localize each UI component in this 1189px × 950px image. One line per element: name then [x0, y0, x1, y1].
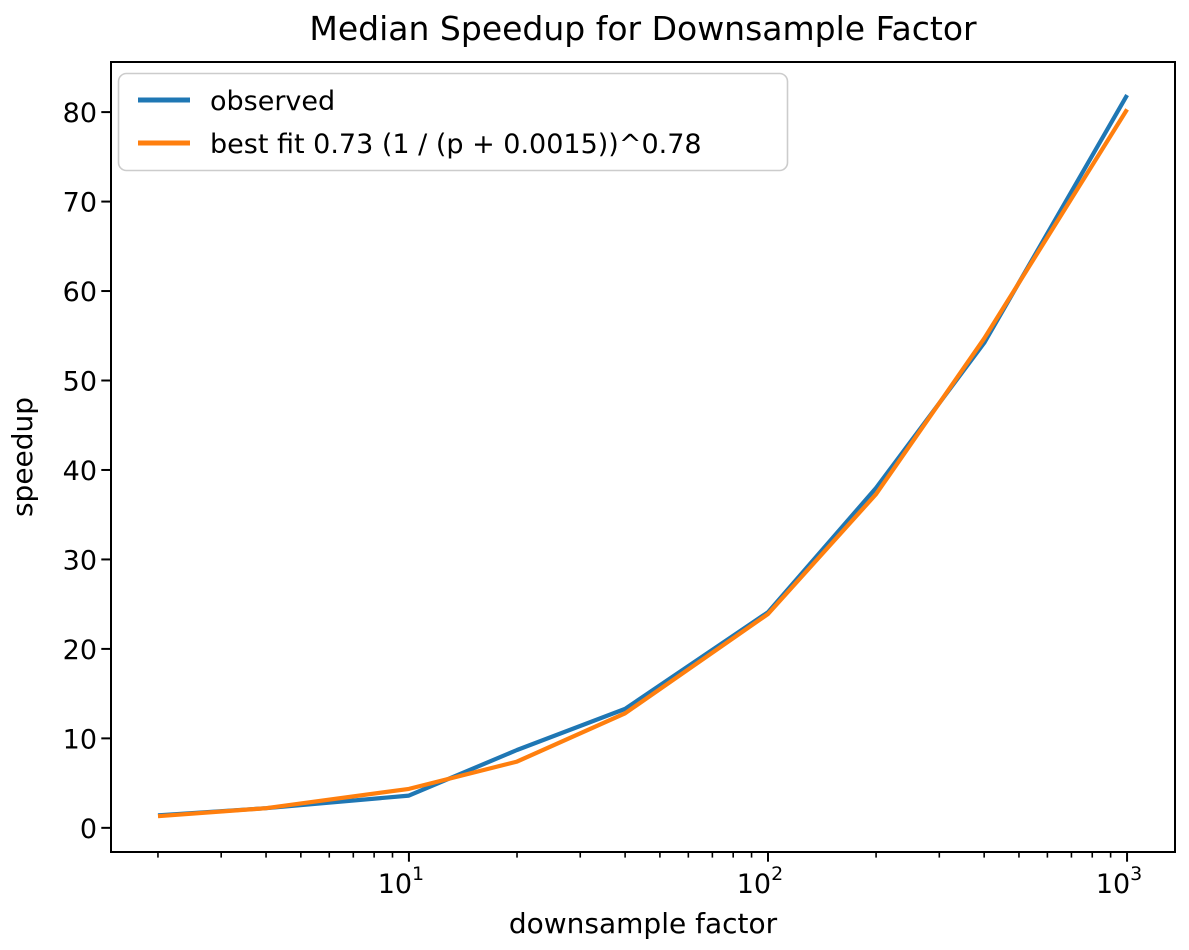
x-tick-label: 103 — [1096, 863, 1142, 900]
y-tick-label: 0 — [80, 814, 97, 845]
y-tick-label: 20 — [63, 635, 97, 666]
series-line-best — [157, 108, 1129, 819]
y-tick-label: 10 — [63, 724, 97, 755]
legend-label-observed: observed — [210, 86, 335, 117]
axis-ticks: 101 102 103 0 10 20 30 40 50 60 70 80 — [63, 98, 1143, 900]
y-tick-label: 60 — [63, 277, 97, 308]
y-tick-label: 50 — [63, 367, 97, 398]
x-tick-label: 101 — [378, 863, 424, 900]
series-line-observed — [157, 94, 1129, 818]
x-axis-label: downsample factor — [509, 907, 778, 940]
x-tick-label: 102 — [737, 863, 783, 900]
series-lines — [157, 94, 1129, 819]
y-axis-label: speedup — [6, 397, 39, 517]
y-tick-label: 80 — [63, 98, 97, 129]
legend-box — [117, 72, 789, 172]
y-tick-label: 70 — [63, 188, 97, 219]
plot-frame — [110, 61, 1176, 853]
y-tick-label: 40 — [63, 456, 97, 487]
legend: observed best fit 0.73 (1 / (p + 0.0015)… — [117, 72, 789, 172]
chart-title: Median Speedup for Downsample Factor — [309, 9, 977, 48]
y-tick-label: 30 — [63, 545, 97, 576]
legend-label-best-fit: best fit 0.73 (1 / (p + 0.0015))^0.78 — [210, 129, 702, 160]
